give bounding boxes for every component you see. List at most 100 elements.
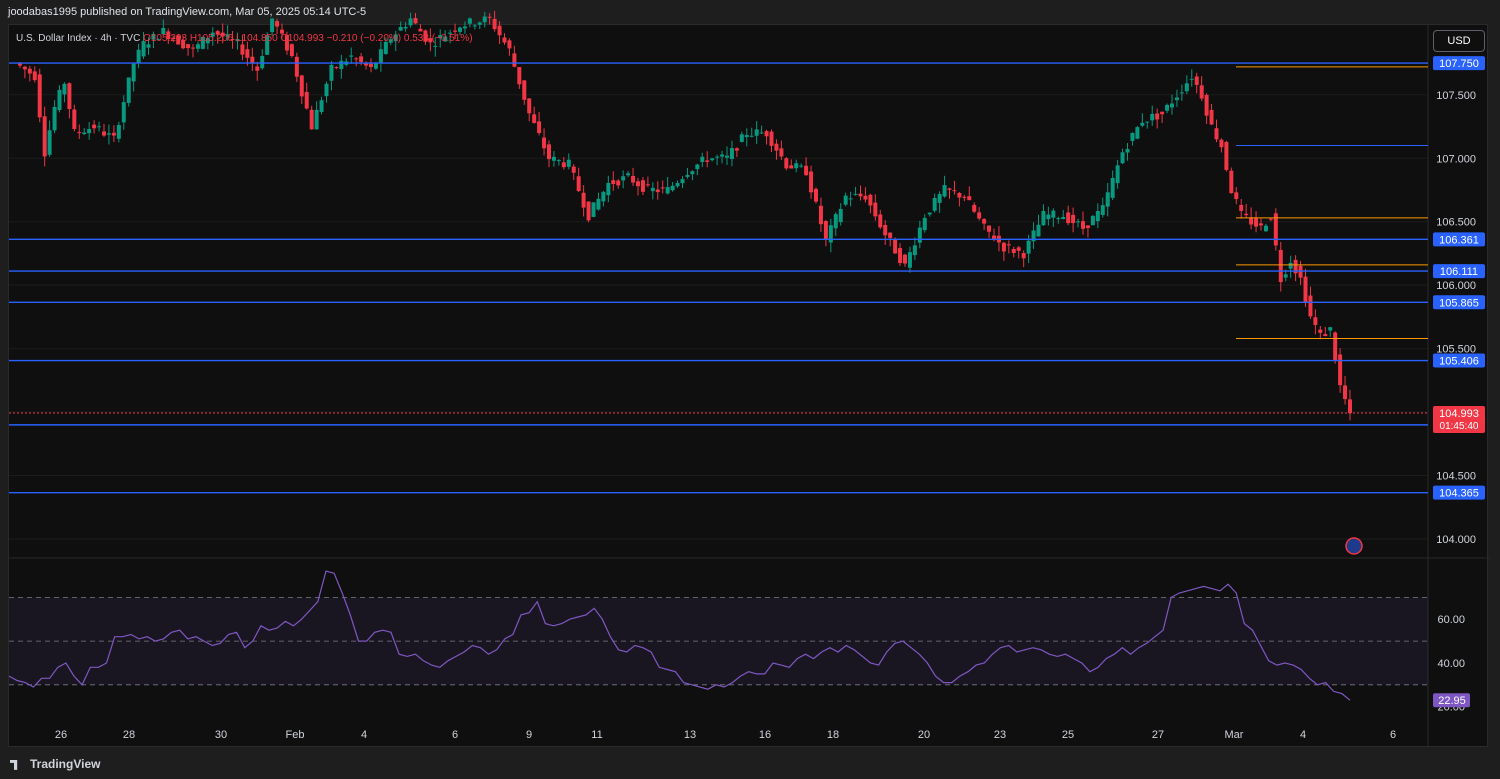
rsi-value-badge — [1433, 693, 1470, 708]
candle-body — [448, 32, 453, 34]
candle-body — [151, 33, 156, 40]
candle-body — [927, 212, 932, 215]
symbol-legend: U.S. Dollar Index · 4h · TVC O105.203 H1… — [16, 33, 473, 44]
candle-body — [873, 202, 878, 217]
candle-body — [388, 39, 393, 43]
x-tick-label-0: 26 — [55, 729, 67, 741]
candle-body — [1041, 211, 1046, 226]
candle-body — [1179, 92, 1184, 94]
candle-body — [156, 39, 161, 41]
chart-frame[interactable] — [8, 24, 1488, 747]
candle-body — [458, 27, 462, 32]
candle-body — [957, 192, 962, 198]
candle-body — [502, 37, 507, 43]
author-line: joodabas1995 published on TradingView.co… — [8, 6, 367, 18]
candle-body — [809, 171, 814, 193]
candle-body — [1239, 204, 1244, 211]
candle-body — [1199, 85, 1204, 99]
candle-body — [715, 156, 720, 158]
candle-body — [660, 187, 665, 189]
candle-body — [720, 154, 725, 157]
candle-body — [383, 41, 388, 54]
current-price-badge — [1433, 405, 1485, 433]
candle-body — [280, 29, 284, 34]
candle-body — [907, 252, 912, 268]
candle-body — [1110, 177, 1115, 198]
level-label-2: 106.111 — [1440, 266, 1478, 278]
candle-body — [631, 175, 636, 183]
candle-body — [27, 68, 32, 74]
candle-body — [833, 214, 838, 229]
tradingview-logo[interactable]: TradingView — [10, 757, 100, 771]
tradingview-brand: TradingView — [30, 757, 101, 771]
candle-body — [779, 148, 784, 157]
countdown-label: 01:45:40 — [1440, 421, 1479, 432]
level-label-0: 107.750 — [1439, 58, 1479, 70]
candle-body — [1036, 224, 1041, 237]
candle-body — [1338, 354, 1343, 386]
candle-body — [759, 132, 764, 134]
candle-body — [566, 159, 571, 167]
candle-body — [1076, 221, 1081, 223]
candle-body — [1278, 249, 1283, 283]
candle-body — [1016, 247, 1021, 251]
price-tick-label-6: 107.000 — [1436, 153, 1476, 165]
candle-body — [922, 217, 927, 231]
candle-body — [1209, 109, 1214, 125]
candle-body — [111, 132, 116, 136]
candle-body — [1021, 252, 1026, 259]
rsi-line — [8, 570, 1351, 701]
candle-body — [354, 58, 359, 60]
candle-body — [102, 131, 106, 136]
candle-body — [126, 77, 131, 103]
candle-body — [952, 190, 957, 192]
candle-body — [507, 40, 512, 49]
candle-body — [650, 187, 655, 192]
candle-body — [977, 212, 982, 219]
candle-body — [433, 45, 438, 47]
candle-body — [769, 131, 774, 146]
candle-body — [1214, 128, 1219, 140]
candle-body — [334, 67, 339, 69]
candle-body — [784, 158, 789, 169]
candle-body — [482, 16, 487, 23]
x-tick-label-9: 16 — [759, 729, 771, 741]
candle-body — [1234, 192, 1239, 200]
candle-body — [601, 191, 606, 202]
currency-button[interactable]: USD — [1433, 30, 1485, 52]
candle-body — [1046, 214, 1051, 220]
candle-body — [561, 162, 566, 168]
candle-body — [1184, 83, 1189, 92]
candle-body — [828, 225, 833, 243]
candle-body — [324, 83, 329, 97]
candle-body — [373, 62, 378, 69]
level-badge-4 — [1433, 353, 1485, 368]
candle-body — [1318, 329, 1323, 333]
candle-body — [917, 227, 922, 243]
candle-body — [443, 36, 448, 42]
candle-body — [512, 53, 517, 67]
candle-body — [1105, 192, 1110, 207]
candle-body — [1085, 225, 1090, 229]
candle-body — [418, 28, 423, 32]
candle-body — [52, 106, 57, 131]
candle-body — [1204, 94, 1209, 116]
x-tick-label-6: 9 — [526, 729, 532, 741]
candle-body — [106, 133, 111, 135]
legend-change: −0.210 (−0.20%) — [326, 33, 402, 44]
legend-extra: 0.538 (−0.51%) — [403, 33, 473, 44]
candle-body — [912, 245, 917, 256]
x-tick-label-7: 11 — [591, 729, 602, 741]
x-tick-label-3: Feb — [286, 729, 305, 741]
price-tick-label-0: 104.000 — [1436, 534, 1476, 546]
candle-body — [571, 166, 576, 173]
candle-body — [1303, 276, 1308, 303]
candle-body — [467, 18, 472, 24]
rsi-tick-label-1: 40.00 — [1437, 658, 1465, 670]
candle-body — [1031, 230, 1036, 242]
tradingview-logo-icon — [10, 759, 18, 770]
price-tick-label-3: 105.500 — [1436, 344, 1476, 356]
candle-body — [626, 173, 631, 176]
candle-body — [962, 196, 967, 198]
